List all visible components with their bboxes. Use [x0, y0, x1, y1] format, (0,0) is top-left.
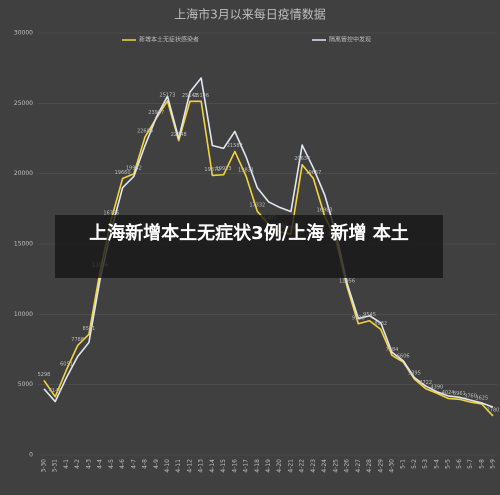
- data-label: 19923: [216, 166, 232, 172]
- y-tick-label: 5000: [18, 381, 33, 388]
- legend-label: 隔离管控中发现: [329, 36, 371, 44]
- legend-label: 新增本土无症状感染者: [139, 36, 199, 44]
- data-label: 23937: [148, 110, 164, 116]
- x-tick-label: 4-6: [119, 459, 126, 469]
- x-tick-label: 5-4: [433, 459, 440, 469]
- x-tick-label: 4-3: [85, 459, 92, 469]
- x-tick-label: 4-16: [231, 459, 238, 473]
- x-tick-label: 5-1: [400, 459, 407, 469]
- data-label: 5395: [408, 371, 421, 377]
- x-tick-label: 4-1: [63, 459, 70, 469]
- x-tick-label: 3-31: [52, 459, 59, 473]
- x-tick-label: 4-12: [186, 459, 193, 473]
- x-tick-label: 4-15: [220, 459, 227, 473]
- x-tick-label: 4-29: [377, 459, 384, 473]
- data-label: 4024: [442, 390, 455, 396]
- data-label: 16983: [317, 208, 333, 214]
- data-label: 3961: [453, 391, 466, 397]
- x-tick-label: 4-8: [142, 459, 149, 469]
- x-tick-label: 4-28: [366, 459, 373, 473]
- data-label: 19657: [305, 170, 321, 176]
- data-label: 5298: [38, 372, 51, 378]
- x-tick-label: 3-30: [41, 459, 48, 473]
- data-label: 11956: [339, 278, 355, 284]
- x-tick-label: 5-8: [478, 459, 485, 469]
- y-tick-label: 20000: [14, 170, 33, 177]
- x-tick-label: 4-17: [243, 459, 250, 473]
- y-tick-label: 30000: [14, 30, 33, 37]
- x-tick-label: 5-3: [422, 459, 429, 469]
- data-label: 16766: [103, 211, 119, 217]
- data-label: 3760: [464, 394, 477, 400]
- data-label: 2780: [487, 407, 500, 413]
- x-tick-label: 5-6: [456, 459, 463, 469]
- x-tick-label: 4-26: [344, 459, 351, 473]
- series-line: [43, 77, 494, 408]
- x-tick-label: 5-2: [411, 459, 418, 469]
- x-tick-label: 4-19: [265, 459, 272, 473]
- overlay-caption: 上海新增本土无症状3例/上海 新增 本土: [55, 215, 443, 278]
- data-label: 22348: [171, 132, 187, 138]
- x-tick-label: 4-22: [299, 459, 306, 473]
- data-label: 8581: [83, 326, 96, 332]
- data-label: 9545: [363, 312, 376, 318]
- x-tick-label: 4-14: [209, 459, 216, 473]
- x-tick-label: 4-4: [97, 459, 104, 469]
- x-tick-label: 5-5: [445, 459, 452, 469]
- x-tick-label: 4-23: [310, 459, 317, 473]
- y-tick-label: 10000: [14, 311, 33, 318]
- x-tick-label: 4-30: [388, 459, 395, 473]
- data-label: 19831: [238, 168, 254, 174]
- y-tick-label: 25000: [14, 100, 33, 107]
- data-label: 7788: [71, 337, 84, 343]
- data-label: 19872: [204, 167, 220, 173]
- x-tick-label: 4-9: [153, 459, 160, 469]
- data-label: 17332: [249, 203, 265, 209]
- x-tick-label: 4-25: [332, 459, 339, 473]
- data-label: 6051: [60, 361, 73, 367]
- data-label: 4144: [49, 388, 62, 394]
- x-tick-label: 4-24: [321, 459, 328, 473]
- x-tick-label: 4-7: [130, 459, 137, 469]
- data-label: 25141: [182, 93, 198, 99]
- x-tick-label: 4-18: [254, 459, 261, 473]
- data-label: 7084: [386, 347, 399, 353]
- x-tick-label: 4-2: [74, 459, 81, 469]
- data-label: 6606: [397, 354, 410, 360]
- x-tick-label: 4-20: [276, 459, 283, 473]
- data-label: 3625: [475, 396, 488, 402]
- x-tick-label: 4-13: [198, 459, 205, 473]
- x-tick-label: 4-21: [287, 459, 294, 473]
- y-tick-label: 0: [29, 452, 33, 459]
- data-label: 25173: [160, 92, 176, 98]
- data-label: 4390: [431, 385, 444, 391]
- data-label: 19982: [126, 165, 142, 171]
- x-tick-label: 5-7: [467, 459, 474, 469]
- data-label: 4722: [419, 380, 432, 386]
- data-label: 9330: [352, 315, 365, 321]
- data-label: 25146: [193, 93, 209, 99]
- y-tick-label: 15000: [14, 241, 33, 248]
- data-label: 20634: [294, 156, 310, 162]
- data-label: 21582: [227, 143, 243, 149]
- chart-title: 上海市3月以来每日疫情数据: [174, 7, 326, 22]
- x-tick-label: 4-10: [164, 459, 171, 473]
- data-label: 22609: [137, 128, 153, 134]
- data-label: 8932: [374, 321, 387, 327]
- x-tick-label: 4-11: [175, 459, 182, 473]
- data-label: 19660: [115, 170, 131, 176]
- x-tick-label: 5-9: [490, 459, 497, 469]
- x-tick-label: 4-27: [355, 459, 362, 473]
- x-tick-label: 4-5: [108, 459, 115, 469]
